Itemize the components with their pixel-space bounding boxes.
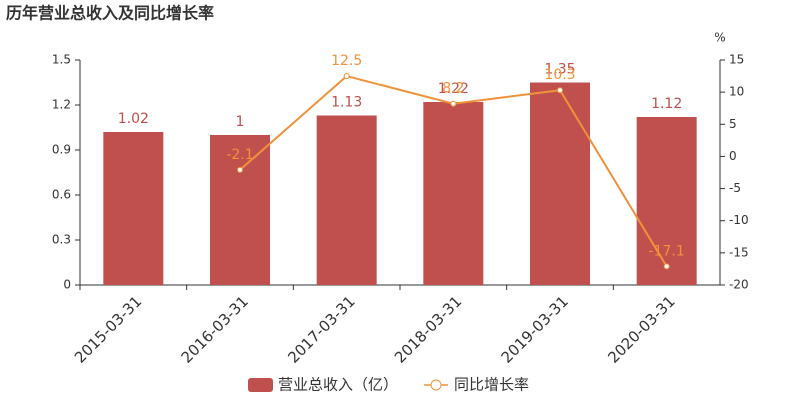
bar [316, 115, 377, 285]
y2-tick-label: 10 [729, 85, 744, 99]
line-point [343, 73, 350, 80]
legend-swatch [248, 378, 273, 392]
bar-value-label: 1.12 [651, 96, 682, 112]
bar [210, 135, 270, 285]
chart-title: 历年营业总收入及同比增长率 [6, 4, 214, 23]
y2-tick-label: -10 [729, 213, 749, 227]
bar-value-label: 1 [236, 114, 245, 130]
legend-label: 营业总收入（亿） [278, 376, 398, 394]
y2-tick-label: -20 [729, 278, 749, 292]
bar-value-label: 1.35 [544, 62, 575, 78]
legend-marker [430, 379, 442, 391]
bar [423, 102, 484, 285]
x-tick-label: 2016-03-31 [178, 292, 252, 366]
line-value-label: 8.2 [442, 81, 464, 97]
line-value-label: -2.1 [226, 147, 253, 163]
line-point [450, 100, 457, 107]
x-tick-label: 2015-03-31 [71, 292, 145, 366]
x-tick-label: 2018-03-31 [391, 292, 465, 366]
x-tick-label: 2020-03-31 [604, 292, 678, 366]
x-tick-label: 2019-03-31 [498, 292, 572, 366]
bar [103, 132, 164, 285]
y-tick-label: 0.6 [52, 188, 71, 202]
line-point [557, 87, 563, 94]
y-tick-label: 0.3 [52, 233, 71, 247]
legend-label: 同比增长率 [454, 376, 529, 394]
y2-axis-label: % [714, 31, 725, 45]
bar [530, 82, 590, 285]
line-point [663, 263, 670, 270]
y2-tick-label: 0 [729, 149, 737, 163]
y2-tick-label: 5 [729, 117, 737, 131]
y-tick-label: 0 [63, 278, 71, 292]
y-tick-label: 1.2 [52, 98, 71, 112]
bar-value-label: 1.13 [331, 95, 362, 111]
line-value-label: -17.1 [649, 243, 685, 259]
line-value-label: 12.5 [331, 53, 362, 69]
line-point [237, 166, 243, 173]
y2-tick-label: -5 [729, 181, 741, 195]
bar-value-label: 1.22 [438, 81, 469, 97]
y-tick-label: 0.9 [52, 143, 71, 157]
y2-tick-label: 15 [729, 53, 744, 67]
x-tick-label: 2017-03-31 [284, 292, 358, 366]
bar-value-label: 1.02 [118, 111, 149, 127]
line-value-label: 10.3 [544, 67, 575, 83]
y-tick-label: 1.5 [52, 53, 71, 67]
y2-tick-label: -15 [729, 245, 749, 259]
bar [636, 117, 697, 285]
